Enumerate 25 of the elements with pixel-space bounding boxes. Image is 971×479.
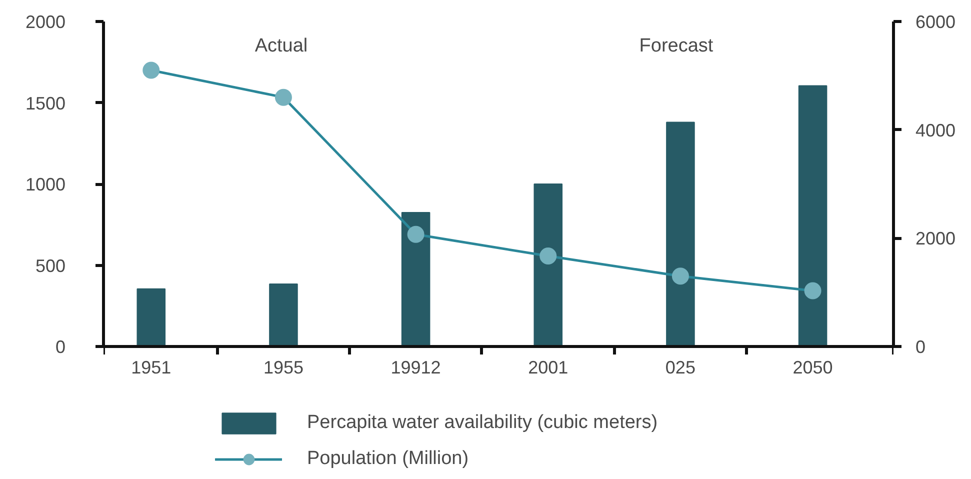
x-tick-label: 2050: [792, 358, 833, 378]
y-tick-label: 1500: [25, 93, 66, 114]
bar: [666, 122, 695, 347]
y2-tick-label: 4000: [916, 120, 956, 140]
x-tick-label: 025: [665, 358, 696, 378]
y-tick-label: 2000: [25, 12, 66, 32]
bar: [798, 85, 828, 347]
y-tick-label: 0: [55, 337, 66, 357]
x-tick-label: 19912: [390, 358, 441, 378]
bar: [136, 288, 166, 347]
x-tick-label: 1951: [131, 358, 172, 378]
legend-label: Population (Million): [307, 448, 469, 470]
y-tick-label: 500: [35, 256, 66, 276]
y2-tick-label: 0: [916, 337, 926, 357]
bar: [534, 184, 563, 347]
y-tick-label: 1000: [25, 174, 66, 194]
bar: [269, 283, 298, 347]
annotation: Actual: [254, 35, 308, 56]
y2-tick-label: 6000: [916, 12, 956, 32]
annotation: Forecast: [639, 35, 714, 56]
legend-label: Percapita water availability (cubic meters): [307, 412, 658, 434]
bar: [401, 212, 430, 347]
x-tick-label: 2001: [528, 358, 568, 378]
y2-tick-label: 2000: [916, 228, 956, 249]
x-tick-label: 1955: [263, 358, 304, 378]
